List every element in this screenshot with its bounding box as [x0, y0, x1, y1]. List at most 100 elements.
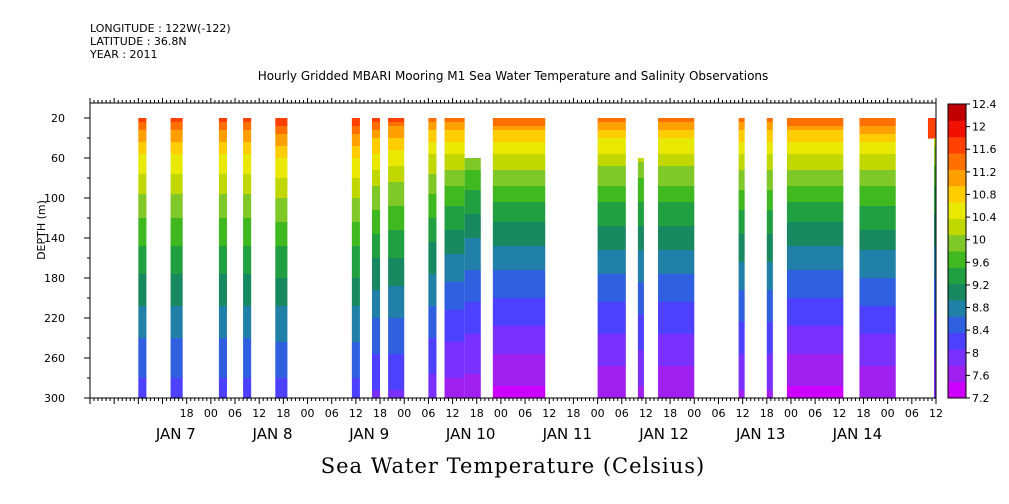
depth-slice: [243, 166, 252, 171]
depth-slice: [138, 330, 147, 335]
depth-slice: [243, 386, 252, 391]
depth-slice: [372, 166, 381, 171]
depth-slice: [492, 386, 546, 391]
depth-slice: [658, 370, 695, 375]
x-day-label: JAN 14: [832, 425, 883, 443]
depth-slice: [933, 350, 936, 355]
depth-slice: [597, 322, 626, 327]
depth-slice: [859, 238, 896, 243]
depth-slice: [372, 366, 381, 371]
depth-slice: [464, 174, 481, 179]
depth-slice: [351, 334, 360, 339]
depth-slice: [658, 258, 695, 263]
depth-slice: [766, 138, 773, 143]
depth-slice: [597, 338, 626, 343]
depth-slice: [138, 170, 147, 175]
depth-slice: [138, 118, 147, 123]
depth-slice: [597, 262, 626, 267]
depth-slice: [138, 314, 147, 319]
depth-slice: [170, 206, 183, 211]
depth-slice: [658, 314, 695, 319]
depth-slice: [766, 378, 773, 383]
depth-slice: [738, 134, 745, 139]
depth-slice: [464, 182, 481, 187]
depth-slice: [428, 314, 437, 319]
depth-slice: [351, 270, 360, 275]
depth-slice: [859, 270, 896, 275]
depth-slice: [492, 254, 546, 259]
depth-slice: [351, 258, 360, 263]
y-tick-label: 140: [44, 232, 65, 245]
depth-slice: [218, 350, 227, 355]
depth-slice: [372, 142, 381, 147]
depth-slice: [218, 318, 227, 323]
depth-slice: [933, 358, 936, 363]
depth-slice: [933, 206, 936, 211]
depth-slice: [170, 314, 183, 319]
depth-slice: [859, 306, 896, 311]
depth-slice: [218, 394, 227, 399]
depth-slice: [388, 246, 405, 251]
depth-slice: [786, 134, 844, 139]
depth-slice: [138, 346, 147, 351]
depth-slice: [428, 186, 437, 191]
depth-slice: [351, 350, 360, 355]
depth-slice: [597, 394, 626, 399]
depth-slice: [372, 282, 381, 287]
depth-slice: [170, 362, 183, 367]
depth-slice: [351, 286, 360, 291]
depth-slice: [388, 134, 405, 139]
depth-slice: [351, 254, 360, 259]
depth-slice: [658, 394, 695, 399]
depth-slice: [138, 150, 147, 155]
depth-slice: [243, 266, 252, 271]
depth-slice: [444, 390, 465, 395]
depth-slice: [243, 294, 252, 299]
depth-slice: [218, 382, 227, 387]
depth-slice: [766, 338, 773, 343]
depth-slice: [428, 374, 437, 379]
depth-slice: [243, 162, 252, 167]
depth-slice: [492, 230, 546, 235]
depth-slice: [275, 266, 288, 271]
depth-slice: [170, 170, 183, 175]
depth-slice: [218, 134, 227, 139]
depth-slice: [786, 182, 844, 187]
depth-slice: [464, 310, 481, 315]
depth-slice: [859, 218, 896, 223]
depth-slice: [933, 266, 936, 271]
depth-slice: [637, 182, 644, 187]
depth-slice: [658, 242, 695, 247]
depth-slice: [444, 134, 465, 139]
depth-slice: [351, 262, 360, 267]
depth-slice: [492, 362, 546, 367]
depth-slice: [859, 214, 896, 219]
depth-slice: [859, 146, 896, 151]
depth-slice: [933, 346, 936, 351]
depth-slice: [243, 174, 252, 179]
depth-slice: [372, 298, 381, 303]
colorbar-swatch: [948, 218, 966, 236]
depth-slice: [859, 298, 896, 303]
depth-slice: [933, 178, 936, 183]
depth-slice: [428, 254, 437, 259]
longitude-label: LONGITUDE : 122W(-122): [90, 22, 231, 35]
depth-slice: [444, 162, 465, 167]
depth-slice: [388, 178, 405, 183]
depth-slice: [637, 226, 644, 231]
depth-slice: [766, 206, 773, 211]
depth-slice: [218, 118, 227, 123]
depth-slice: [658, 350, 695, 355]
depth-slice: [138, 366, 147, 371]
depth-slice: [170, 374, 183, 379]
depth-slice: [637, 170, 644, 175]
depth-slice: [218, 286, 227, 291]
depth-slice: [766, 358, 773, 363]
depth-slice: [428, 142, 437, 147]
depth-slice: [428, 378, 437, 383]
depth-slice: [786, 126, 844, 131]
depth-slice: [444, 374, 465, 379]
depth-slice: [444, 178, 465, 183]
depth-slice: [138, 326, 147, 331]
depth-slice: [786, 170, 844, 175]
